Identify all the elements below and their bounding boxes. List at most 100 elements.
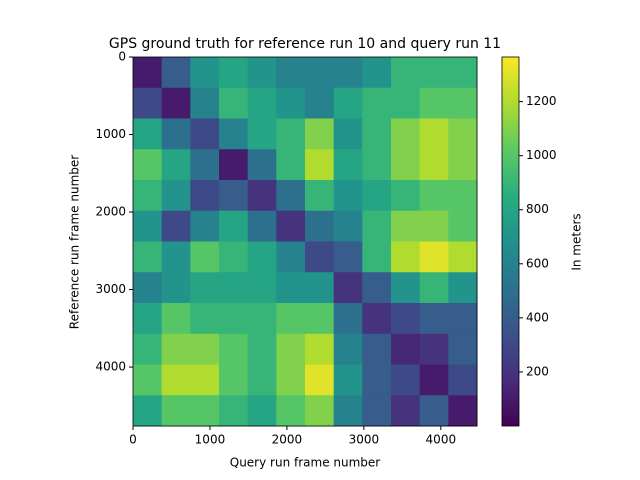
heatmap-cell	[133, 87, 163, 119]
heatmap-cell	[219, 210, 249, 242]
heatmap-cell	[276, 180, 306, 212]
heatmap-cell	[333, 272, 363, 304]
x-tick-label: 0	[129, 433, 137, 447]
heatmap-cell	[133, 180, 163, 212]
heatmap-cell	[391, 241, 421, 273]
heatmap-cell	[362, 118, 392, 150]
heatmap-cell	[133, 118, 163, 150]
heatmap-cell	[133, 149, 163, 181]
heatmap-cell	[362, 272, 392, 304]
heatmap-cell	[190, 241, 220, 273]
heatmap-cell	[161, 210, 191, 242]
heatmap-cell	[161, 303, 191, 335]
heatmap-cell	[305, 272, 335, 304]
heatmap-cell	[190, 57, 220, 89]
heatmap-cell	[276, 303, 306, 335]
heatmap-cell	[419, 364, 449, 396]
heatmap-cell	[391, 364, 421, 396]
heatmap-cell	[391, 210, 421, 242]
heatmap-cell	[276, 395, 306, 427]
heatmap-cell	[133, 364, 163, 396]
heatmap-cell	[133, 57, 163, 89]
heatmap-cell	[247, 241, 277, 273]
heatmap-cell	[247, 333, 277, 365]
heatmap-cell	[448, 241, 478, 273]
heatmap-cell	[305, 241, 335, 273]
heatmap-cell	[276, 118, 306, 150]
heatmap-cell	[190, 210, 220, 242]
heatmap-cell	[133, 333, 163, 365]
heatmap-cell	[448, 180, 478, 212]
heatmap-cell	[161, 57, 191, 89]
heatmap-cell	[247, 210, 277, 242]
heatmap-cell	[362, 241, 392, 273]
heatmap-cell	[219, 303, 249, 335]
heatmap-cell	[276, 87, 306, 119]
heatmap-cell	[419, 333, 449, 365]
heatmap-cell	[333, 364, 363, 396]
heatmap-cell	[448, 118, 478, 150]
y-tick-label: 3000	[95, 282, 126, 296]
heatmap-cell	[161, 241, 191, 273]
heatmap-cell	[219, 272, 249, 304]
heatmap-cell	[448, 57, 478, 89]
heatmap-cell	[391, 57, 421, 89]
heatmap-cell	[190, 364, 220, 396]
heatmap-cell	[305, 118, 335, 150]
heatmap-cell	[305, 210, 335, 242]
colorbar-tick-label: 800	[526, 202, 549, 216]
colorbar-tick-label: 1000	[526, 148, 557, 162]
heatmap-cell	[333, 57, 363, 89]
heatmap-cell	[333, 241, 363, 273]
heatmap-cell	[333, 118, 363, 150]
heatmap-cell	[333, 333, 363, 365]
heatmap-cell	[219, 241, 249, 273]
heatmap-cell	[419, 210, 449, 242]
heatmap-cell	[448, 303, 478, 335]
heatmap-cell	[276, 210, 306, 242]
heatmap-cell	[362, 180, 392, 212]
heatmap-cell	[133, 272, 163, 304]
heatmap-cell	[133, 241, 163, 273]
heatmap-cell	[190, 118, 220, 150]
heatmap-cell	[276, 57, 306, 89]
heatmap-cell	[448, 333, 478, 365]
heatmap-cell	[247, 364, 277, 396]
heatmap-cell	[305, 87, 335, 119]
chart-title: GPS ground truth for reference run 10 an…	[109, 36, 501, 52]
heatmap-cell	[391, 87, 421, 119]
y-axis-label: Reference run frame number	[68, 155, 82, 330]
heatmap-cell	[133, 303, 163, 335]
heatmap-cell	[247, 87, 277, 119]
y-tick-label: 1000	[95, 127, 126, 141]
heatmap-cell	[276, 241, 306, 273]
heatmap-cell	[362, 87, 392, 119]
x-tick-label: 1000	[195, 433, 226, 447]
heatmap-cell	[333, 149, 363, 181]
heatmap-cell	[161, 87, 191, 119]
heatmap-cell	[161, 395, 191, 427]
heatmap-cell	[391, 149, 421, 181]
heatmap-cell	[247, 180, 277, 212]
x-tick-label: 2000	[272, 433, 303, 447]
heatmap-cell	[305, 395, 335, 427]
heatmap-cell	[247, 272, 277, 304]
heatmap-cell	[391, 272, 421, 304]
heatmap-cell	[305, 180, 335, 212]
heatmap-cell	[219, 395, 249, 427]
heatmap-cell	[305, 149, 335, 181]
heatmap-cell	[190, 87, 220, 119]
heatmap-cell	[448, 364, 478, 396]
heatmap-cell	[305, 333, 335, 365]
y-tick-label: 4000	[95, 360, 126, 374]
heatmap-cell	[219, 87, 249, 119]
heatmap-cell	[161, 364, 191, 396]
y-tick-label: 0	[118, 50, 126, 64]
heatmap-cell	[219, 118, 249, 150]
heatmap-cell	[276, 272, 306, 304]
heatmap-cell	[448, 210, 478, 242]
heatmap-cell	[219, 180, 249, 212]
heatmap-cell	[419, 180, 449, 212]
heatmap-cell	[161, 118, 191, 150]
heatmap-cell	[190, 272, 220, 304]
